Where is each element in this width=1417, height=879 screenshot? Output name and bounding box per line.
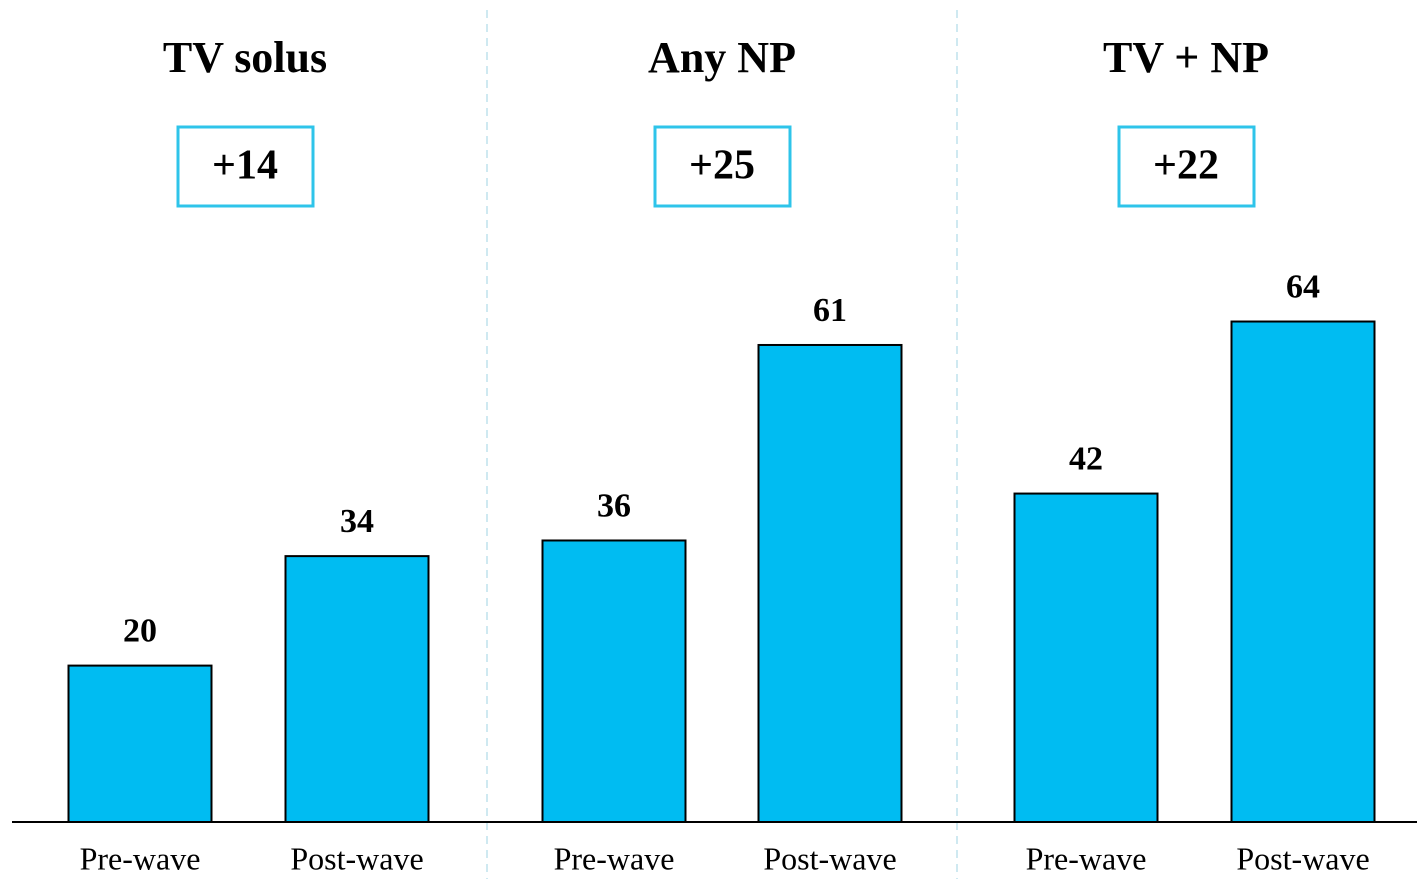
value-label: 61 <box>813 292 847 329</box>
value-label: 36 <box>597 487 631 524</box>
bar <box>757 343 903 823</box>
bar <box>284 555 430 823</box>
value-label: 20 <box>123 612 157 649</box>
value-label: 34 <box>340 503 374 540</box>
panel-title: Any NP <box>648 33 796 82</box>
annotation: +25 <box>689 143 755 189</box>
panel-title: TV solus <box>163 33 327 82</box>
x-tick-label: Pre-wave <box>80 840 201 876</box>
x-tick-label: Pre-wave <box>554 840 675 876</box>
panel-title: TV + NP <box>1103 33 1269 82</box>
annotation: +22 <box>1153 143 1219 189</box>
x-tick-label: Pre-wave <box>1026 840 1147 876</box>
bar <box>541 539 687 823</box>
x-tick-label: Post-wave <box>763 840 896 876</box>
bar <box>1230 320 1376 823</box>
value-label: 42 <box>1069 440 1103 477</box>
annotation-box <box>176 125 315 208</box>
value-label: 64 <box>1286 268 1320 305</box>
bar <box>67 664 213 823</box>
bar <box>1013 492 1159 823</box>
annotation-box <box>653 125 792 208</box>
x-tick-label: Post-wave <box>290 840 423 876</box>
annotation: +14 <box>212 143 278 189</box>
x-tick-label: Post-wave <box>1236 840 1369 876</box>
annotation-box <box>1117 125 1256 208</box>
